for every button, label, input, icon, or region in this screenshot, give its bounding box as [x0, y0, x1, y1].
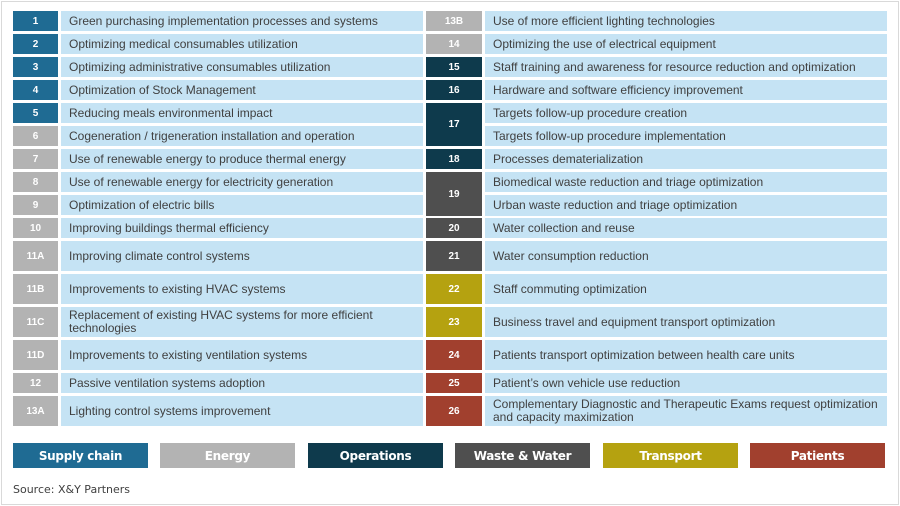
item-number-badge: 25 — [426, 373, 482, 393]
item-description: Patient’s own vehicle use reduction — [485, 373, 887, 393]
item-number-badge: 11D — [13, 340, 58, 370]
item-number-badge: 15 — [426, 57, 482, 77]
item-description: Targets follow-up procedure implementati… — [485, 126, 887, 146]
item-number-badge: 12 — [13, 373, 58, 393]
item-description: Patients transport optimization between … — [485, 340, 887, 370]
item-description: Hardware and software efficiency improve… — [485, 80, 887, 100]
item-description: Optimizing administrative consumables ut… — [61, 57, 423, 77]
item-number-badge: 8 — [13, 172, 58, 192]
item-description: Optimizing the use of electrical equipme… — [485, 34, 887, 54]
legend-waste-water: Waste & Water — [455, 443, 590, 468]
item-number-badge: 17 — [426, 103, 482, 146]
item-description: Biomedical waste reduction and triage op… — [485, 172, 887, 192]
item-description: Passive ventilation systems adoption — [61, 373, 423, 393]
item-description: Use of more efficient lighting technolog… — [485, 11, 887, 31]
legend-operations: Operations — [308, 443, 443, 468]
item-description: Business travel and equipment transport … — [485, 307, 887, 337]
source-note: Source: X&Y Partners — [13, 483, 131, 496]
item-description: Use of renewable energy to produce therm… — [61, 149, 423, 169]
item-description: Urban waste reduction and triage optimiz… — [485, 195, 887, 216]
item-number-badge: 24 — [426, 340, 482, 370]
item-number-badge: 11C — [13, 307, 58, 337]
item-number-badge: 2 — [13, 34, 58, 54]
legend-transport: Transport — [603, 443, 738, 468]
item-number-badge: 6 — [13, 126, 58, 146]
item-number-badge: 13B — [426, 11, 482, 31]
item-description: Targets follow-up procedure creation — [485, 103, 887, 123]
item-description: Cogeneration / trigeneration installatio… — [61, 126, 423, 146]
item-description: Processes dematerialization — [485, 149, 887, 169]
item-number-badge: 11A — [13, 241, 58, 271]
item-number-badge: 23 — [426, 307, 482, 337]
item-description: Staff training and awareness for resourc… — [485, 57, 887, 77]
item-description: Improving buildings thermal efficiency — [61, 218, 423, 238]
item-description: Green purchasing implementation processe… — [61, 11, 423, 31]
item-number-badge: 21 — [426, 241, 482, 271]
item-description: Optimization of electric bills — [61, 195, 423, 215]
item-number-badge: 10 — [13, 218, 58, 238]
item-number-badge: 22 — [426, 274, 482, 304]
item-description: Optimizing medical consumables utilizati… — [61, 34, 423, 54]
item-description: Improving climate control systems — [61, 241, 423, 271]
item-number-badge: 14 — [426, 34, 482, 54]
item-number-badge: 11B — [13, 274, 58, 304]
item-number-badge: 4 — [13, 80, 58, 100]
item-number-badge: 26 — [426, 396, 482, 426]
item-description: Lighting control systems improvement — [61, 396, 423, 426]
item-number-badge: 20 — [426, 218, 482, 238]
legend-energy: Energy — [160, 443, 295, 468]
item-number-badge: 16 — [426, 80, 482, 100]
item-description: Staff commuting optimization — [485, 274, 887, 304]
item-description: Improvements to existing HVAC systems — [61, 274, 423, 304]
item-description: Water consumption reduction — [485, 241, 887, 271]
item-description: Replacement of existing HVAC systems for… — [61, 307, 423, 337]
item-description: Water collection and reuse — [485, 218, 887, 238]
item-number-badge: 5 — [13, 103, 58, 123]
item-number-badge: 7 — [13, 149, 58, 169]
item-description: Reducing meals environmental impact — [61, 103, 423, 123]
item-number-badge: 9 — [13, 195, 58, 215]
item-number-badge: 3 — [13, 57, 58, 77]
item-description: Optimization of Stock Management — [61, 80, 423, 100]
item-number-badge: 13A — [13, 396, 58, 426]
item-number-badge: 18 — [426, 149, 482, 169]
item-number-badge: 1 — [13, 11, 58, 31]
item-description: Use of renewable energy for electricity … — [61, 172, 423, 192]
item-number-badge: 19 — [426, 172, 482, 216]
item-description: Improvements to existing ventilation sys… — [61, 340, 423, 370]
legend-supply-chain: Supply chain — [13, 443, 148, 468]
legend-patients: Patients — [750, 443, 885, 468]
item-description: Complementary Diagnostic and Therapeutic… — [485, 396, 887, 426]
